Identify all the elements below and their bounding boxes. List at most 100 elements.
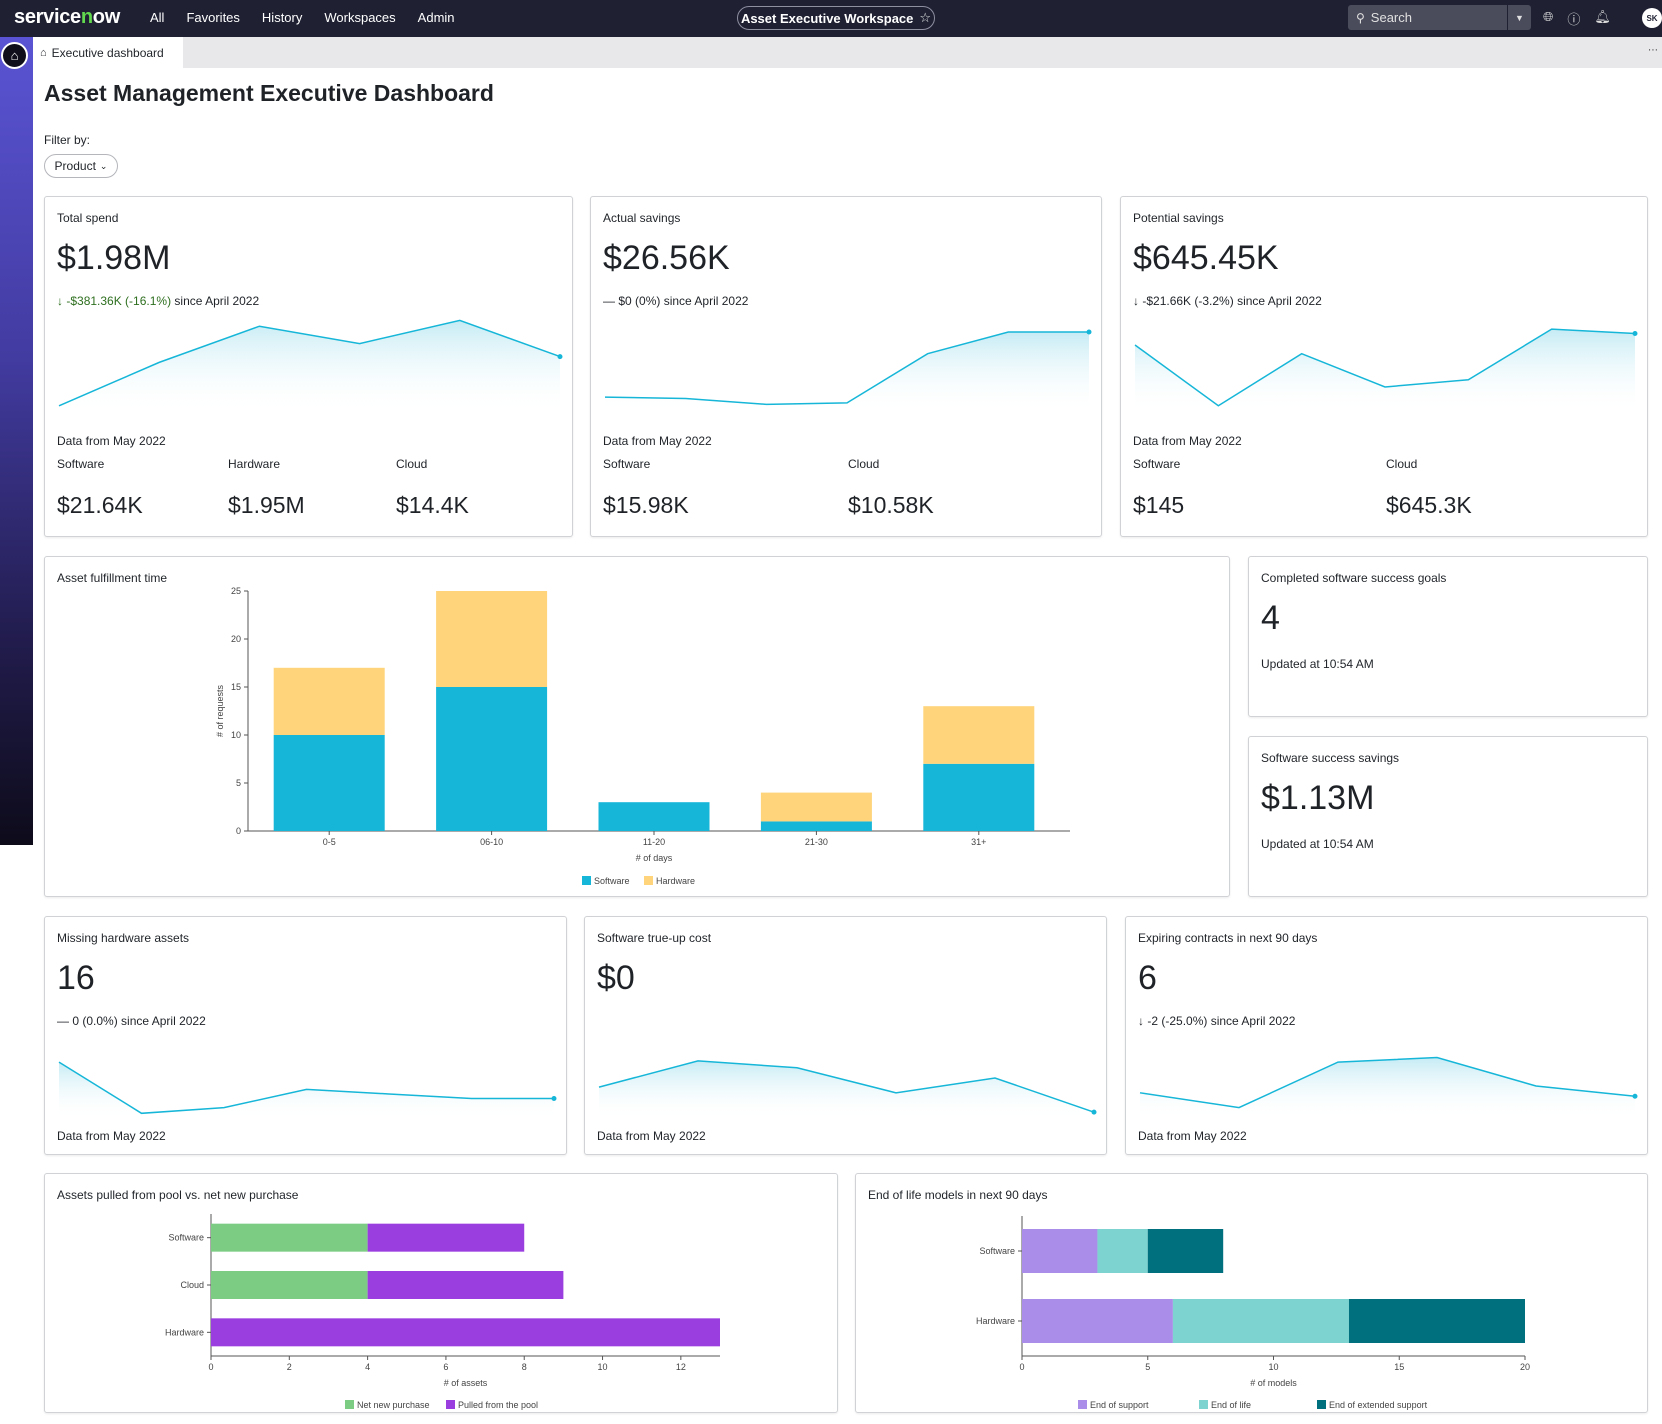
- kpi-delta: ↓ -2 (-25.0%) since April 2022: [1138, 1014, 1295, 1028]
- y-tick-label: 10: [231, 730, 241, 740]
- kpi-value: 6: [1138, 959, 1157, 997]
- legend-label: Net new purchase: [357, 1400, 430, 1410]
- updated-time: Updated at 10:54 AM: [1261, 657, 1374, 671]
- delta-value: -2 (-25.0%): [1147, 1014, 1208, 1028]
- servicenow-logo[interactable]: servicenow: [14, 6, 120, 28]
- x-tick-label: 31+: [971, 837, 986, 847]
- dash-icon: —: [57, 1014, 69, 1028]
- sparkline-end-point: [557, 354, 563, 360]
- card-title: Total spend: [57, 211, 119, 225]
- chevron-down-icon: ⌄: [99, 160, 108, 171]
- card-title: Expiring contracts in next 90 days: [1138, 931, 1318, 945]
- x-axis-label: # of models: [1250, 1378, 1297, 1388]
- card-title: End of life models in next 90 days: [868, 1188, 1048, 1202]
- kpi-delta: — 0 (0.0%) since April 2022: [57, 1014, 206, 1028]
- end-of-life-card[interactable]: End of life models in next 90 days 0 5 10 1…: [855, 1173, 1648, 1413]
- search-scope-dropdown-icon[interactable]: ▼: [1507, 5, 1531, 30]
- asset-fulfillment-card[interactable]: Asset fulfillment time 0 5 10 15 20 25 0-5 06-1…: [44, 556, 1230, 897]
- kpi-value: $1.13M: [1261, 779, 1375, 817]
- home-small-icon: ⌂: [40, 46, 47, 59]
- updated-time: Updated at 10:54 AM: [1261, 837, 1374, 851]
- completed-goals-card[interactable]: Completed software success goals 4 Updat…: [1248, 556, 1648, 717]
- nav-history[interactable]: History: [261, 10, 303, 25]
- card-title: Assets pulled from pool vs. net new purc…: [57, 1188, 299, 1202]
- workspace-selector[interactable]: Asset Executive Workspace ☆: [737, 6, 935, 30]
- x-tick-label: 8: [522, 1362, 527, 1372]
- tab-strip: ⌂ Executive dashboard ⋯: [33, 37, 1662, 68]
- delta-value: 0 (0.0%): [72, 1014, 118, 1028]
- actual-savings-card[interactable]: Actual savings $26.56K — $0 (0%) since A…: [590, 196, 1102, 537]
- bar-software: [923, 763, 1035, 831]
- pool-vs-purchase-card[interactable]: Assets pulled from pool vs. net new purc…: [44, 1173, 838, 1413]
- arrow-down-icon: ↓: [1138, 1014, 1144, 1028]
- nav-favorites[interactable]: Favorites: [186, 10, 240, 25]
- sparkline-line: [58, 1061, 554, 1115]
- sparkline-line: [598, 1060, 1095, 1113]
- x-tick-label: 20: [1520, 1362, 1530, 1372]
- x-tick-label: 0-5: [323, 837, 336, 847]
- expiring-contracts-card[interactable]: Expiring contracts in next 90 days 6 ↓ -…: [1125, 916, 1648, 1155]
- sparkline-line: [1134, 328, 1636, 407]
- kpi-value: $645.45K: [1133, 239, 1279, 277]
- bar-segment: [1348, 1299, 1525, 1343]
- legend-label: End of extended support: [1329, 1400, 1428, 1410]
- bar-segment: [211, 1271, 368, 1299]
- search-icon: ⚲: [1356, 10, 1365, 25]
- globe-icon[interactable]: 🌐︎: [1543, 9, 1554, 24]
- sparkline-end-point: [1632, 1093, 1638, 1099]
- delta-since: since April 2022: [117, 1014, 206, 1028]
- x-tick-label: 2: [287, 1362, 292, 1372]
- sparkline: [604, 329, 1092, 413]
- sparkline: [58, 319, 563, 413]
- bar-software: [598, 802, 710, 831]
- global-search[interactable]: ⚲ Search ▼: [1348, 5, 1531, 30]
- tab-label: Executive dashboard: [51, 45, 164, 60]
- sparkline-line: [58, 319, 561, 407]
- delta-since: since April 2022: [171, 294, 260, 308]
- y-tick-label: Software: [979, 1246, 1015, 1256]
- y-tick-label: 20: [231, 634, 241, 644]
- sparkline: [1139, 1056, 1638, 1119]
- home-icon[interactable]: ⌂: [1, 42, 28, 69]
- breakdown-label: Cloud: [1386, 457, 1418, 471]
- card-title: Actual savings: [603, 211, 681, 225]
- legend-label: End of life: [1211, 1400, 1251, 1410]
- bar-segment: [211, 1223, 368, 1252]
- total-spend-card[interactable]: Total spend $1.98M ↓ -$381.36K (-16.1%) …: [44, 196, 573, 537]
- breakdown-label: Hardware: [228, 457, 281, 471]
- more-icon[interactable]: ⋯: [1648, 45, 1658, 56]
- x-tick-label: 21-30: [805, 837, 828, 847]
- bar-hardware: [760, 792, 872, 822]
- sparkline-area: [599, 1060, 1094, 1119]
- help-icon[interactable]: ⓘ: [1567, 12, 1581, 27]
- dash-icon: —: [603, 294, 615, 308]
- nav-all[interactable]: All: [150, 10, 165, 25]
- card-title: Software true-up cost: [597, 931, 712, 945]
- sparkline-area: [1135, 329, 1635, 413]
- delta-since: since April 2022: [660, 294, 749, 308]
- bell-icon[interactable]: 🔔︎: [1594, 9, 1611, 24]
- avatar[interactable]: SK: [1642, 8, 1662, 28]
- breakdown-label: Cloud: [848, 457, 880, 471]
- missing-hardware-card[interactable]: Missing hardware assets 16 — 0 (0.0%) si…: [44, 916, 567, 1155]
- star-icon[interactable]: ☆: [919, 10, 932, 25]
- product-filter-button[interactable]: Product ⌄: [44, 154, 118, 178]
- bar-segment: [1172, 1299, 1349, 1343]
- card-title: Software success savings: [1261, 751, 1400, 765]
- breakdown-label: Cloud: [396, 457, 428, 471]
- x-tick-label: 0: [208, 1362, 213, 1372]
- trueup-cost-card[interactable]: Software true-up cost $0 Data from May 2…: [584, 916, 1107, 1155]
- top-navigation: servicenow All Favorites History Workspa…: [0, 0, 1662, 37]
- search-input[interactable]: Search: [1370, 10, 1412, 25]
- tab-executive-dashboard[interactable]: ⌂ Executive dashboard: [33, 37, 183, 68]
- legend-swatch: [1199, 1400, 1208, 1409]
- filter-label: Filter by:: [44, 133, 91, 147]
- delta-since: since April 2022: [1207, 1014, 1296, 1028]
- y-tick-label: Cloud: [180, 1280, 204, 1290]
- software-savings-card[interactable]: Software success savings $1.13M Updated …: [1248, 736, 1648, 897]
- potential-savings-card[interactable]: Potential savings $645.45K ↓ -$21.66K (-…: [1120, 196, 1648, 537]
- sparkline-line: [1139, 1056, 1636, 1109]
- nav-workspaces[interactable]: Workspaces: [324, 10, 396, 25]
- nav-admin[interactable]: Admin: [417, 10, 455, 25]
- bar-segment: [1147, 1229, 1224, 1273]
